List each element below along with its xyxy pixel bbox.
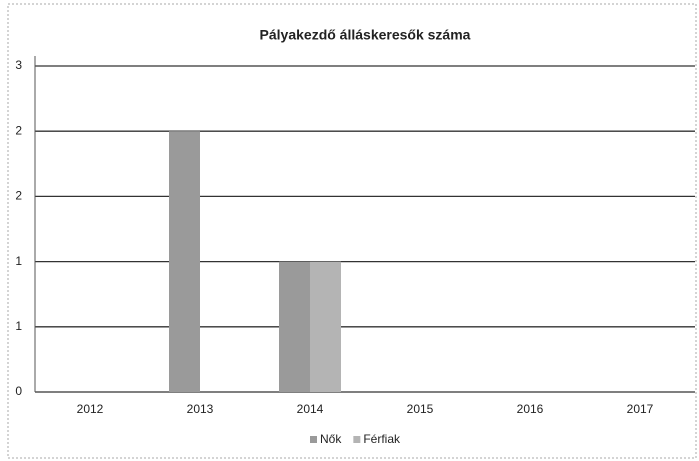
y-tick-label: 1 (15, 254, 22, 268)
bar (169, 131, 200, 392)
chart-frame (7, 3, 697, 459)
x-tick-label: 2017 (627, 402, 654, 416)
x-tick-label: 2015 (407, 402, 434, 416)
legend-label: Nők (320, 432, 342, 446)
y-tick-label: 2 (15, 189, 22, 203)
x-tick-label: 2013 (187, 402, 214, 416)
y-tick-label: 0 (15, 384, 22, 398)
legend-swatch (353, 436, 361, 443)
chart-title: Pályakezdő álláskeresők száma (260, 27, 471, 43)
x-tick-label: 2014 (297, 402, 324, 416)
y-tick-label: 3 (15, 58, 22, 72)
x-tick-label: 2012 (77, 402, 104, 416)
legend-label: Férfiak (363, 432, 401, 446)
y-tick-label: 1 (15, 319, 22, 333)
x-tick-label: 2016 (517, 402, 544, 416)
bar (310, 261, 341, 392)
y-tick-label: 2 (15, 123, 22, 137)
legend-swatch (310, 436, 317, 443)
bar (279, 261, 310, 392)
